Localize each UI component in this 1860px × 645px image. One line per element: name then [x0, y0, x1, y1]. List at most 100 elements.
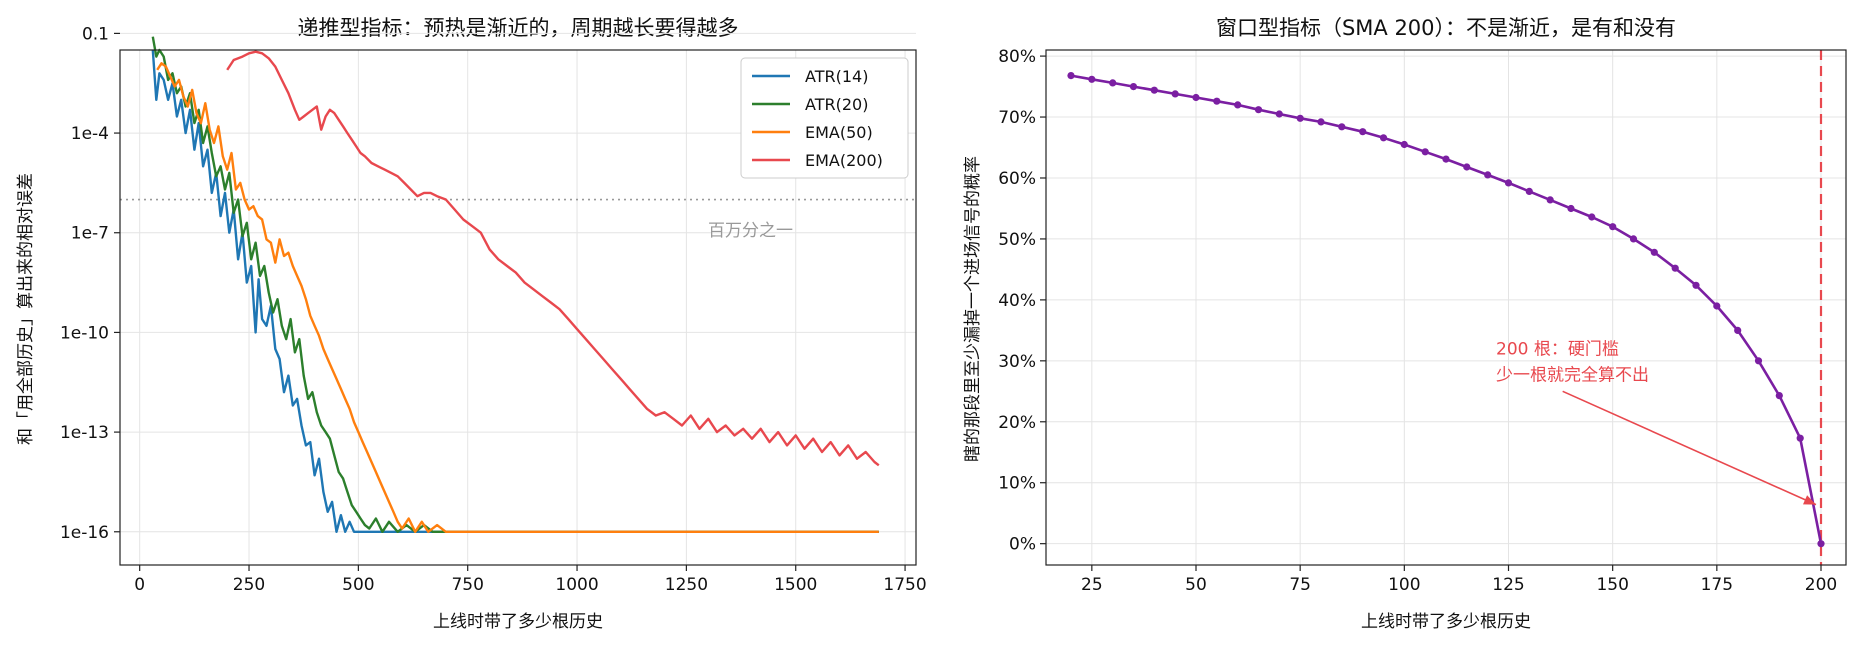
- left-chart-title: 递推型指标：预热是渐近的，周期越长要得越多: [298, 16, 739, 40]
- data-point: [1796, 434, 1804, 442]
- right-plot-frame: [1045, 49, 1847, 566]
- left-y-tick-label: 1e-13: [60, 423, 109, 443]
- series-line-atr-14: [151, 49, 879, 533]
- right-y-tick-label: 10%: [998, 474, 1036, 494]
- left-chart: 递推型指标：预热是渐近的，周期越长要得越多 百万分之一 0 250 500 750 10…: [16, 16, 927, 632]
- legend-box: [740, 57, 909, 179]
- legend-label: ATR(14): [805, 67, 868, 86]
- right-y-tick-label: 60%: [998, 169, 1036, 189]
- right-x-axis-label: 上线时带了多少根历史: [1361, 612, 1531, 632]
- data-point: [1692, 281, 1700, 289]
- right-y-tick-label: 50%: [998, 230, 1036, 250]
- legend-label: EMA(50): [805, 123, 873, 142]
- data-point: [1546, 196, 1554, 204]
- data-point: [1150, 86, 1158, 94]
- left-x-tick-label: 1250: [665, 575, 708, 595]
- left-y-tick-label: 1e-4: [71, 124, 109, 144]
- left-x-tick-label: 1000: [555, 575, 598, 595]
- legend: ATR(14) ATR(20) EMA(50) EMA(200): [740, 57, 909, 179]
- right-y-tick-label: 40%: [998, 291, 1036, 311]
- right-grid: [1046, 50, 1846, 565]
- right-series-group: [1067, 72, 1825, 548]
- series-line-ema-200: [226, 50, 880, 467]
- left-y-tick-label: 1e-7: [71, 224, 109, 244]
- left-x-tick-label: 1750: [883, 575, 926, 595]
- data-point: [1067, 72, 1075, 80]
- data-point: [1650, 248, 1658, 256]
- legend-label: EMA(200): [805, 151, 883, 170]
- data-point: [1525, 187, 1533, 195]
- left-y-tick-label: 1e-16: [60, 523, 109, 543]
- right-x-tick-label: 175: [1701, 575, 1733, 595]
- annotation-arrow: [1562, 390, 1817, 506]
- left-x-tick-label: 1500: [774, 575, 817, 595]
- left-x-tick-label: 500: [342, 575, 374, 595]
- data-point: [1609, 223, 1617, 231]
- left-x-tick-label: 0: [134, 575, 145, 595]
- left-y-axis-label: 和「用全部历史」算出来的相对误差: [16, 173, 36, 445]
- right-x-tick-label: 100: [1388, 575, 1420, 595]
- right-chart: 窗口型指标（SMA 200）：不是渐近，是有和没有 200 根：硬门槛 少一根就…: [963, 16, 1847, 632]
- right-x-tick-label: 25: [1081, 575, 1103, 595]
- data-point: [1775, 392, 1783, 400]
- left-y-tick-label: 0.1: [82, 24, 109, 44]
- series-line-atr-20: [151, 36, 879, 533]
- data-point: [1317, 118, 1325, 126]
- data-point: [1484, 171, 1492, 179]
- data-point: [1192, 93, 1200, 102]
- right-x-ticks: 25 50 75 100 125 150 175 200: [1081, 565, 1837, 595]
- data-point: [1442, 155, 1450, 163]
- data-point: [1296, 114, 1304, 122]
- left-x-axis-label: 上线时带了多少根历史: [433, 612, 603, 632]
- data-point: [1734, 326, 1742, 334]
- data-point: [1754, 357, 1763, 365]
- left-reference-label: 百万分之一: [708, 221, 793, 241]
- right-y-axis-label: 瞎的那段里至少漏掉一个进场信号的概率: [963, 156, 983, 462]
- data-point: [1671, 264, 1679, 272]
- right-y-tick-label: 70%: [998, 108, 1036, 128]
- right-y-tick-label: 0%: [1009, 535, 1036, 555]
- data-point: [1275, 110, 1283, 118]
- left-series-group: [151, 36, 880, 533]
- right-y-tick-label: 20%: [998, 413, 1036, 433]
- legend-label: ATR(20): [805, 95, 868, 114]
- data-point: [1129, 83, 1138, 91]
- data-point: [1338, 123, 1346, 131]
- data-point: [1379, 134, 1388, 142]
- data-point: [1421, 148, 1429, 156]
- data-point: [1629, 235, 1638, 243]
- annotation-line-1: 200 根：硬门槛: [1496, 340, 1619, 360]
- data-point: [1817, 540, 1825, 548]
- right-x-tick-label: 75: [1289, 575, 1311, 595]
- right-chart-title: 窗口型指标（SMA 200）：不是渐近，是有和没有: [1216, 16, 1676, 40]
- right-y-tick-label: 30%: [998, 352, 1036, 372]
- right-annotation: 200 根：硬门槛 少一根就完全算不出: [1496, 340, 1817, 506]
- left-x-ticks: 0 250 500 750 1000 1250 1500 1750: [134, 565, 927, 595]
- left-x-tick-label: 250: [233, 575, 265, 595]
- right-x-tick-label: 125: [1492, 575, 1524, 595]
- left-plot-frame: [119, 49, 917, 566]
- data-point: [1400, 140, 1408, 149]
- data-point: [1171, 90, 1179, 98]
- data-point: [1254, 106, 1263, 114]
- data-point: [1567, 204, 1575, 213]
- series-line-ema-50: [156, 62, 879, 533]
- data-point: [1713, 302, 1721, 310]
- left-y-ticks: 0.1 1e-4 1e-7 1e-10 1e-13 1e-16: [60, 24, 120, 543]
- left-x-tick-label: 750: [451, 575, 483, 595]
- annotation-line-2: 少一根就完全算不出: [1496, 366, 1649, 386]
- data-point: [1359, 128, 1367, 136]
- data-point: [1109, 79, 1117, 87]
- left-y-tick-label: 1e-10: [60, 323, 109, 343]
- annotation-arrow-head: [1803, 495, 1816, 505]
- data-point: [1088, 75, 1096, 83]
- data-point: [1213, 97, 1221, 105]
- legend-entries: ATR(14) ATR(20) EMA(50) EMA(200): [752, 67, 883, 170]
- right-y-ticks: 0% 10% 20% 30% 40% 50% 60% 70% 80%: [998, 47, 1046, 555]
- data-point: [1234, 101, 1242, 109]
- data-point: [1504, 179, 1513, 187]
- data-point: [1588, 213, 1596, 221]
- right-y-tick-label: 80%: [998, 47, 1036, 67]
- series-line-sma200-miss-probability: [1070, 74, 1823, 544]
